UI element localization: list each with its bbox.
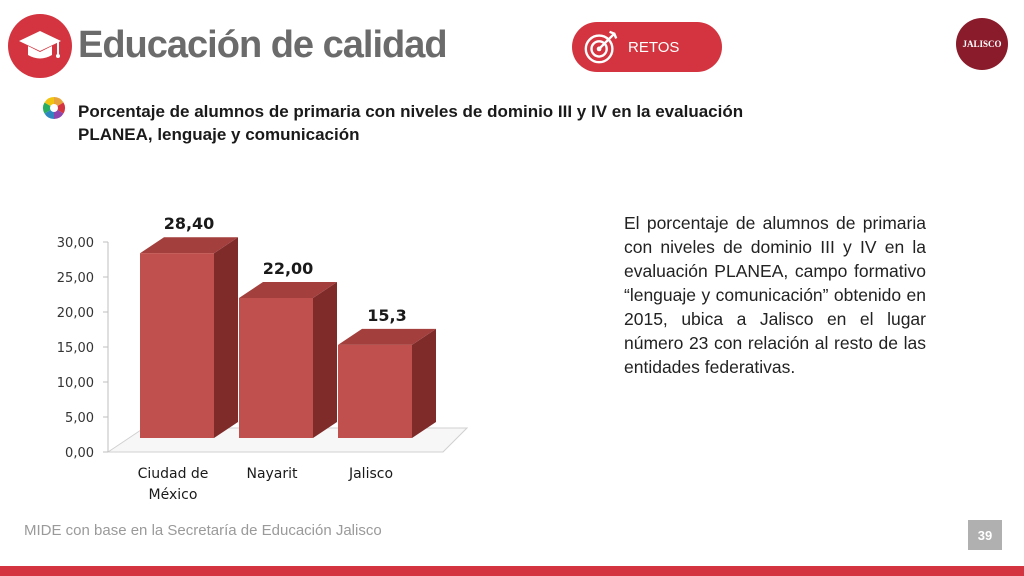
chart-subtitle: Porcentaje de alumnos de primaria con ni…: [78, 102, 744, 144]
source-note: MIDE con base en la Secretaría de Educac…: [24, 522, 382, 539]
bar-top: [338, 328, 436, 345]
graduation-cap-badge: [8, 14, 72, 78]
bar: [140, 253, 214, 438]
bar-top: [239, 282, 337, 298]
bar-side: [412, 328, 436, 438]
jalisco-seal-icon: JALISCO: [956, 18, 1008, 70]
x-category-label: México: [149, 487, 198, 503]
x-category-label: Jalisco: [348, 466, 393, 482]
page-number: 39: [968, 520, 1002, 550]
bar-data-label: 22,00: [263, 259, 314, 278]
bar-side: [214, 237, 238, 438]
y-tick-label: 0,00: [65, 446, 94, 461]
x-category-label: Nayarit: [246, 466, 298, 482]
bar-side: [313, 282, 337, 438]
bar-data-label: 28,40: [164, 214, 215, 233]
graduation-cap-icon: [19, 31, 61, 59]
colorful-bullet-icon: [43, 97, 65, 119]
description-text: El porcentaje de alumnos de primaria con…: [624, 213, 926, 377]
y-tick-label: 30,00: [57, 236, 94, 251]
y-tick-label: 25,00: [57, 271, 94, 286]
y-tick-label: 15,00: [57, 341, 94, 356]
page-title: Educación de calidad: [78, 24, 448, 66]
bar-top: [140, 237, 238, 254]
y-tick-label: 20,00: [57, 306, 94, 321]
bar: [338, 344, 412, 438]
bar-chart: 0,00 5,00 10,00 15,00 20,00 25,00 30,00 28,40 Ci…: [57, 214, 469, 503]
retos-label: RETOS: [628, 38, 680, 56]
target-arrow-icon: [584, 30, 618, 64]
y-tick-label: 10,00: [57, 376, 94, 391]
logo-text: JALISCO: [962, 39, 1002, 49]
y-tick-label: 5,00: [65, 411, 94, 426]
retos-badge: RETOS: [572, 22, 722, 72]
bar-data-label: 15,3: [367, 306, 406, 325]
bottom-accent-bar: [0, 566, 1024, 576]
bar: [239, 298, 313, 438]
x-category-label: Ciudad de: [138, 466, 209, 482]
